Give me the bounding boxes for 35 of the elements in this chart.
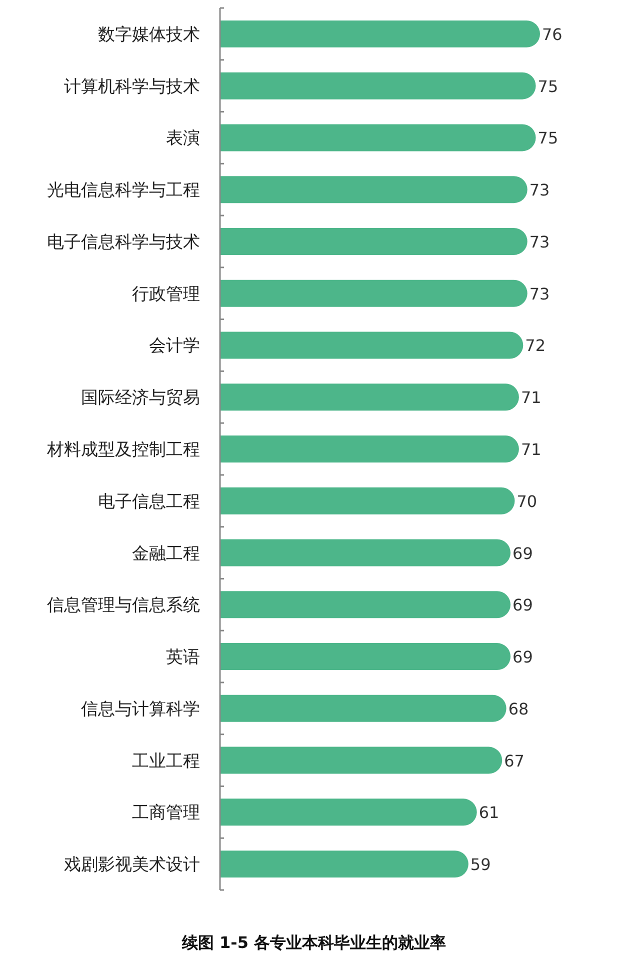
y-tick-label: 表演 <box>166 128 200 149</box>
y-tick-label: 材料成型及控制工程 <box>46 440 200 460</box>
y-tick-label: 工业工程 <box>132 751 200 772</box>
data-label: 68 <box>508 699 529 718</box>
data-label: 75 <box>538 128 558 148</box>
data-label: 71 <box>520 440 542 459</box>
y-tick-label: 戏剧影视美术设计 <box>64 855 200 876</box>
y-tick-label: 行政管理 <box>132 284 200 304</box>
data-label: 61 <box>478 803 500 822</box>
data-label: 70 <box>516 492 538 511</box>
data-label: 59 <box>470 855 491 874</box>
y-tick-label: 计算机科学与技术 <box>64 76 200 97</box>
data-label: 73 <box>529 284 550 304</box>
y-tick-label: 电子信息科学与技术 <box>47 232 200 252</box>
data-label: 73 <box>529 232 550 252</box>
y-tick-label: 会计学 <box>149 336 200 356</box>
data-label: 75 <box>538 76 558 96</box>
data-label: 69 <box>512 648 533 667</box>
data-label: 69 <box>512 544 533 563</box>
y-tick-label: 国际经济与贸易 <box>81 388 200 408</box>
data-label: 71 <box>520 388 542 408</box>
data-label: 76 <box>542 24 562 44</box>
data-label: 69 <box>512 596 533 615</box>
y-tick-label: 英语 <box>166 648 200 668</box>
y-tick-label: 信息与计算科学 <box>81 699 200 720</box>
y-tick-label: 数字媒体技术 <box>98 24 200 45</box>
y-tick-label: 电子信息工程 <box>98 492 200 512</box>
data-label: 72 <box>525 336 546 356</box>
y-tick-label: 工商管理 <box>132 803 200 824</box>
y-tick-label: 金融工程 <box>132 544 200 564</box>
y-tick-label: 光电信息科学与工程 <box>47 180 200 201</box>
data-label: 73 <box>529 180 550 200</box>
text: 续图 1-5 各专业本科毕业生的就业率 <box>180 933 446 952</box>
data-label: 67 <box>504 751 524 770</box>
y-tick-label: 信息管理与信息系统 <box>47 596 200 616</box>
